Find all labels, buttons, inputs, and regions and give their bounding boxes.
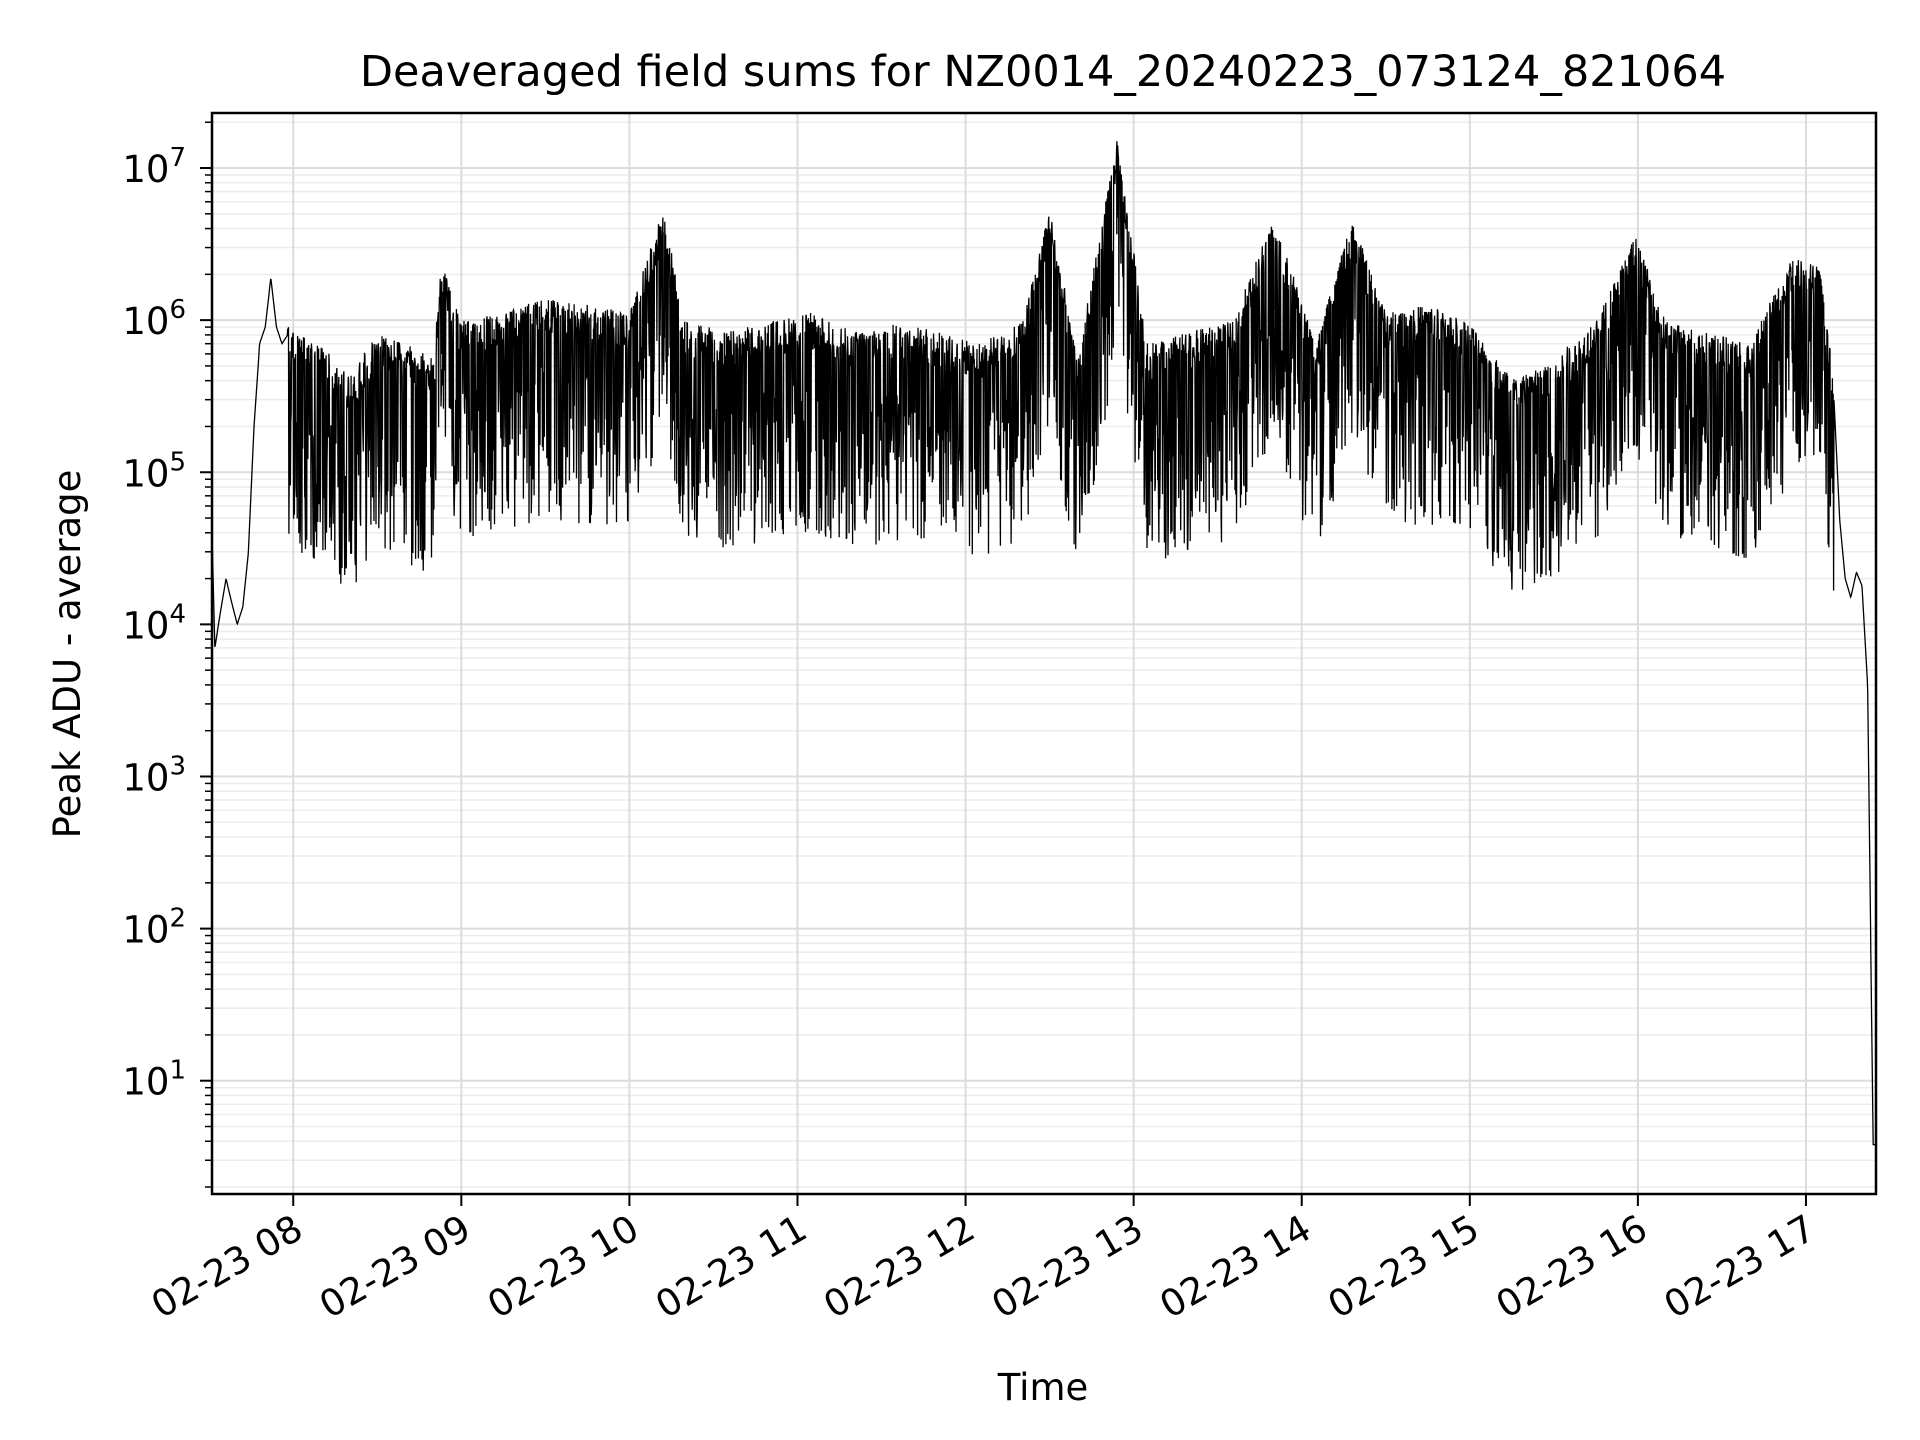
x-tick-label: 02-23 09 <box>312 1207 478 1327</box>
y-axis-label: Peak ADU - average <box>46 470 89 839</box>
y-tick-label: 106 <box>122 295 186 343</box>
series-line <box>211 141 1876 1146</box>
y-tick-label: 107 <box>122 143 186 191</box>
y-tick-label: 102 <box>122 904 186 952</box>
chart-title: Deaveraged field sums for NZ0014_2024022… <box>360 47 1726 97</box>
x-tick-label: 02-23 16 <box>1489 1207 1655 1327</box>
x-tick-label: 02-23 12 <box>816 1207 982 1327</box>
y-tick-label: 101 <box>122 1056 186 1104</box>
y-tick-label: 104 <box>122 599 186 647</box>
series-layer <box>211 141 1876 1146</box>
x-tick-label: 02-23 17 <box>1657 1207 1823 1327</box>
plot-frame <box>210 111 1878 1196</box>
x-tick-label: 02-23 10 <box>480 1207 646 1327</box>
y-tick-label: 103 <box>122 751 186 799</box>
x-tick-label: 02-23 13 <box>985 1207 1151 1327</box>
x-tick-label: 02-23 11 <box>648 1207 814 1327</box>
x-tick-label: 02-23 08 <box>144 1207 310 1327</box>
x-axis-label: Time <box>997 1366 1089 1409</box>
x-tick-label: 02-23 14 <box>1153 1207 1319 1327</box>
y-tick-label: 105 <box>122 447 186 495</box>
x-tick-label: 02-23 15 <box>1321 1207 1487 1327</box>
